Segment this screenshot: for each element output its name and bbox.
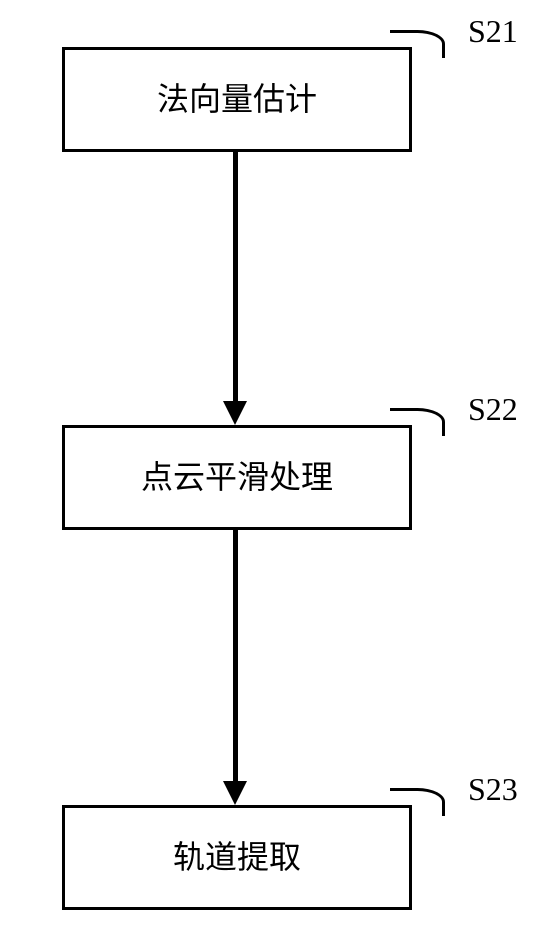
step-number-s21: S21 (468, 13, 518, 50)
connector-arc-s22 (390, 408, 445, 436)
flowchart-container: 法向量估计 S21 点云平滑处理 S22 轨道提取 S23 (0, 0, 556, 944)
arrow-line-1 (233, 152, 238, 405)
flow-step-label: 轨道提取 (173, 838, 301, 876)
flow-step-s23: 轨道提取 (62, 805, 412, 910)
flow-step-label: 法向量估计 (157, 80, 317, 118)
connector-arc-s23 (390, 788, 445, 816)
connector-arc-s21 (390, 30, 445, 58)
step-number-s23: S23 (468, 771, 518, 808)
flow-step-s22: 点云平滑处理 (62, 425, 412, 530)
flow-step-s21: 法向量估计 (62, 47, 412, 152)
arrow-head-2 (223, 781, 247, 805)
step-number-s22: S22 (468, 391, 518, 428)
arrow-head-1 (223, 401, 247, 425)
flow-step-label: 点云平滑处理 (141, 458, 333, 496)
arrow-line-2 (233, 530, 238, 785)
